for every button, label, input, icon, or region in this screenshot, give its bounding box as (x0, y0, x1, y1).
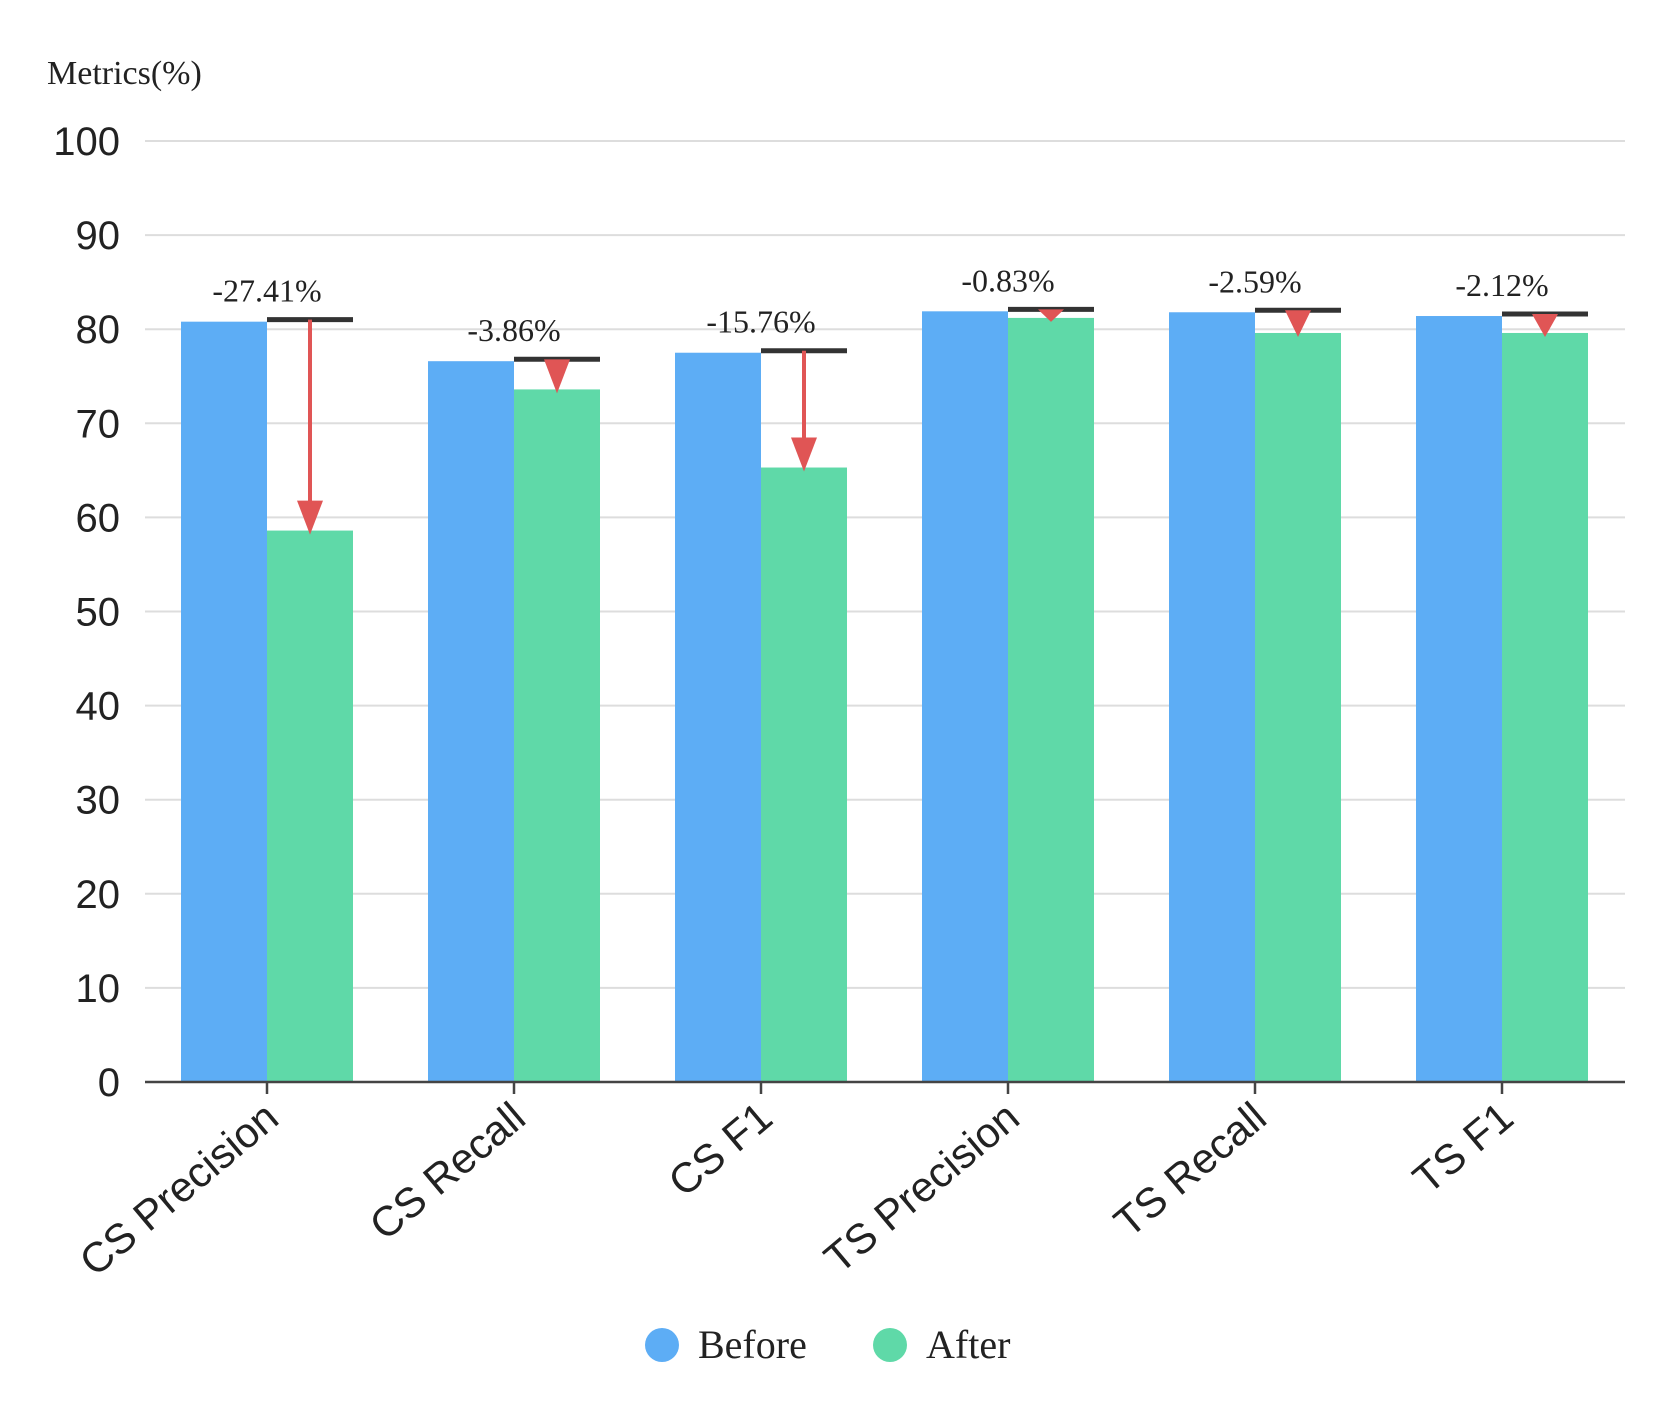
y-tick-label: 0 (98, 1061, 120, 1105)
change-arrow-head (544, 359, 570, 394)
legend-swatch (645, 1328, 679, 1362)
change-label: -2.12% (1455, 267, 1548, 303)
y-tick-label: 20 (76, 873, 121, 917)
change-arrow-head (791, 437, 817, 472)
x-tick-label: CS Recall (361, 1093, 534, 1249)
y-tick-label: 60 (76, 496, 121, 540)
bar-after (267, 530, 353, 1082)
y-tick-label: 90 (76, 214, 121, 258)
change-arrow-head (297, 500, 323, 535)
bars (181, 311, 1588, 1083)
bar-before (181, 321, 267, 1082)
y-tick-label: 80 (76, 308, 121, 352)
change-label: -3.86% (467, 312, 560, 348)
y-tick-label: 10 (76, 967, 121, 1011)
y-tick-label: 70 (76, 402, 121, 446)
x-tick-label: TS Recall (1105, 1093, 1275, 1246)
bar-after (761, 467, 847, 1083)
x-tick-label: CS F1 (659, 1093, 780, 1206)
gridlines (145, 140, 1625, 989)
legend: Before After (645, 1322, 1010, 1367)
bar-after (1502, 332, 1588, 1082)
x-tick-label: TS F1 (1404, 1093, 1522, 1203)
change-annotations: -27.41% -3.86% -15.76% -0.83% -2.59% -2.12% (212, 262, 1588, 535)
y-axis-title: Metrics(%) (47, 55, 202, 92)
change-arrow-head (1038, 309, 1064, 322)
change-label: -27.41% (212, 273, 321, 309)
y-tick-label: 30 (76, 779, 121, 823)
legend-label: After (926, 1322, 1010, 1367)
y-tick-label: 50 (76, 591, 121, 635)
bar-before (428, 361, 514, 1083)
bar-before (922, 311, 1008, 1082)
bar-after (1255, 332, 1341, 1082)
change-label: -2.59% (1208, 263, 1301, 299)
change-arrow-head (1285, 310, 1311, 337)
bar-before (675, 352, 761, 1083)
change-label: -15.76% (706, 304, 815, 340)
bar-after (514, 389, 600, 1082)
bar-before (1169, 312, 1255, 1083)
y-tick-label: 40 (76, 685, 121, 729)
legend-swatch (873, 1328, 907, 1362)
bar-before (1416, 316, 1502, 1082)
x-tick-label: CS Precision (71, 1093, 287, 1285)
change-label: -0.83% (961, 262, 1054, 298)
y-tick-label: 100 (53, 120, 120, 164)
x-tick-label: TS Precision (815, 1093, 1028, 1282)
bar-after (1008, 317, 1094, 1083)
change-arrow-head (1532, 314, 1558, 337)
legend-label: Before (698, 1322, 807, 1367)
